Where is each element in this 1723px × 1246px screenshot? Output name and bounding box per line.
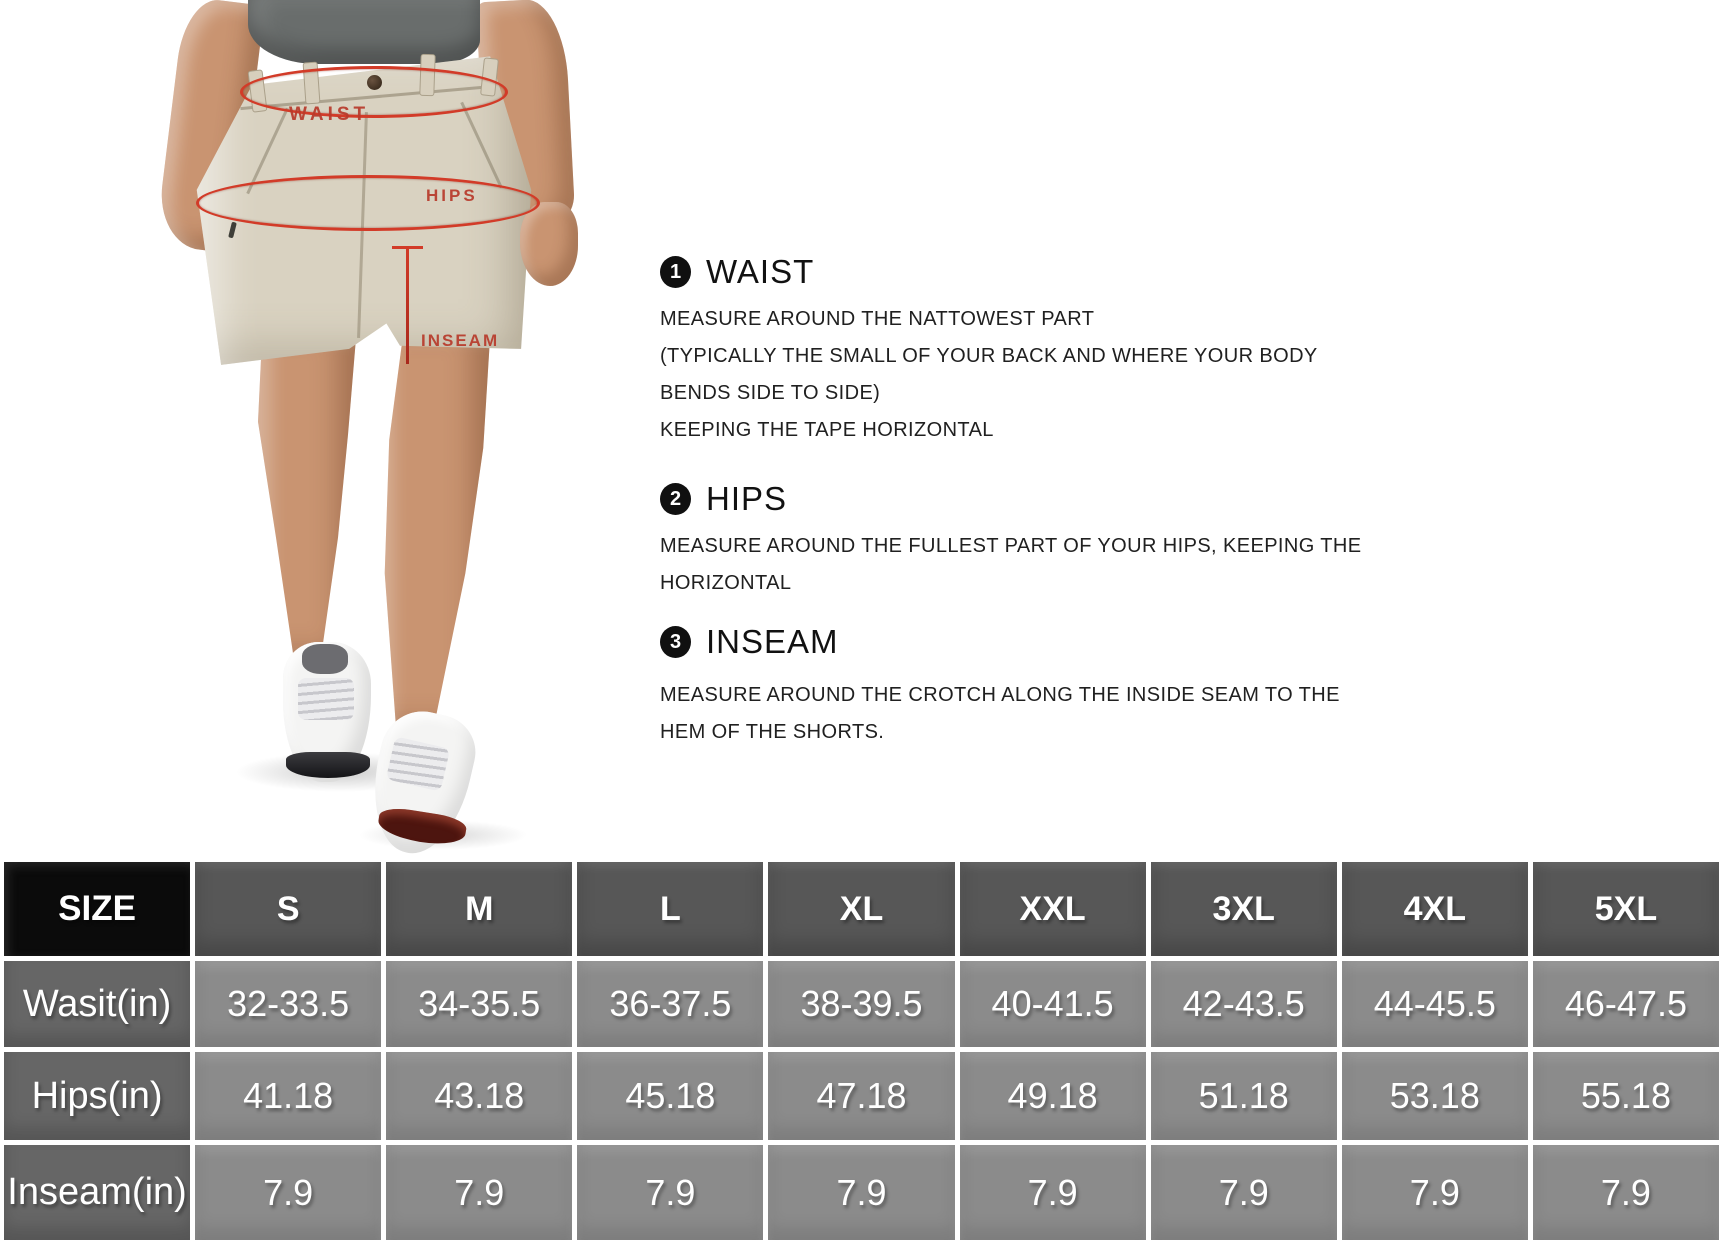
size-col-header-s: S <box>195 862 382 956</box>
hips-value: 45.18 <box>577 1052 764 1140</box>
waist-value: 44-45.5 <box>1341 961 1528 1047</box>
size-col-header-4xl: 4XL <box>1341 862 1528 956</box>
waist-annotation-label: WAIST <box>289 104 370 125</box>
size-col-header-m: M <box>386 862 573 956</box>
size-col-header-l: L <box>577 862 764 956</box>
waist-value: 34-35.5 <box>386 961 573 1047</box>
instruction-line: HORIZONTAL <box>660 572 792 594</box>
left-sneaker-laces <box>298 678 354 720</box>
instruction-line: MEASURE AROUND THE CROTCH ALONG THE INSI… <box>660 684 1340 706</box>
instruction-section-inseam: 3 INSEAM MEASURE AROUND THE CROTCH ALONG… <box>660 623 1480 751</box>
instruction-line: BENDS SIDE TO SIDE) <box>660 382 881 404</box>
size-col-header-xl: XL <box>768 862 955 956</box>
instruction-section-waist: 1 WAIST MEASURE AROUND THE NATTOWEST PAR… <box>660 253 1480 449</box>
left-sneaker-sole <box>286 752 370 778</box>
hips-value: 51.18 <box>1150 1052 1337 1140</box>
hips-value: 49.18 <box>959 1052 1146 1140</box>
size-col-header-5xl: 5XL <box>1532 862 1719 956</box>
measuring-instructions: 1 WAIST MEASURE AROUND THE NATTOWEST PAR… <box>660 0 1480 800</box>
row-label-waist: Wasit(in) <box>4 961 191 1047</box>
size-chart-table: SIZE S M L XL XXL 3XL 4XL 5XL Wasit(in) … <box>0 858 1723 1246</box>
size-col-header-3xl: 3XL <box>1150 862 1337 956</box>
product-photo: WAIST HIPS INSEAM <box>90 0 600 863</box>
waist-value: 46-47.5 <box>1532 961 1719 1047</box>
numbered-bullet-icon: 3 <box>660 626 691 658</box>
section-title: INSEAM <box>706 623 839 660</box>
hips-annotation-label: HIPS <box>426 186 478 205</box>
waist-measure-ellipse <box>240 66 508 118</box>
inseam-value: 7.9 <box>1150 1145 1337 1240</box>
hips-value: 47.18 <box>768 1052 955 1140</box>
inseam-value: 7.9 <box>768 1145 955 1240</box>
section-title: WAIST <box>706 253 815 290</box>
instruction-line: MEASURE AROUND THE FULLEST PART OF YOUR … <box>660 535 1362 557</box>
waist-value: 42-43.5 <box>1150 961 1337 1047</box>
inseam-annotation-label: INSEAM <box>421 331 500 350</box>
waist-value: 40-41.5 <box>959 961 1146 1047</box>
row-label-hips: Hips(in) <box>4 1052 191 1140</box>
hips-value: 55.18 <box>1532 1052 1719 1140</box>
inseam-measure-line <box>406 246 409 364</box>
instruction-line: MEASURE AROUND THE NATTOWEST PART <box>660 308 1095 330</box>
hips-value: 41.18 <box>195 1052 382 1140</box>
inseam-value: 7.9 <box>386 1145 573 1240</box>
hips-value: 53.18 <box>1341 1052 1528 1140</box>
inseam-value: 7.9 <box>959 1145 1146 1240</box>
section-title: HIPS <box>706 480 788 517</box>
size-table-corner-header: SIZE <box>4 862 191 956</box>
inseam-value: 7.9 <box>1532 1145 1719 1240</box>
waist-value: 38-39.5 <box>768 961 955 1047</box>
instruction-line: (TYPICALLY THE SMALL OF YOUR BACK AND WH… <box>660 345 1318 367</box>
numbered-bullet-icon: 2 <box>660 483 691 515</box>
waist-value: 32-33.5 <box>195 961 382 1047</box>
size-col-header-xxl: XXL <box>959 862 1146 956</box>
instruction-line: KEEPING THE TAPE HORIZONTAL <box>660 419 994 441</box>
left-sneaker-tongue <box>302 644 348 674</box>
model-right-hand <box>520 202 578 286</box>
model-shirt <box>248 0 480 64</box>
waist-value: 36-37.5 <box>577 961 764 1047</box>
model-right-leg <box>384 338 490 727</box>
hips-measure-ellipse <box>196 175 540 231</box>
row-label-inseam: Inseam(in) <box>4 1145 191 1240</box>
instruction-line: HEM OF THE SHORTS. <box>660 721 885 743</box>
numbered-bullet-icon: 1 <box>660 256 691 288</box>
inseam-value: 7.9 <box>195 1145 382 1240</box>
inseam-value: 7.9 <box>1341 1145 1528 1240</box>
hips-value: 43.18 <box>386 1052 573 1140</box>
model-left-leg <box>258 338 356 660</box>
inseam-value: 7.9 <box>577 1145 764 1240</box>
instruction-section-hips: 2 HIPS MEASURE AROUND THE FULLEST PART O… <box>660 480 1480 602</box>
